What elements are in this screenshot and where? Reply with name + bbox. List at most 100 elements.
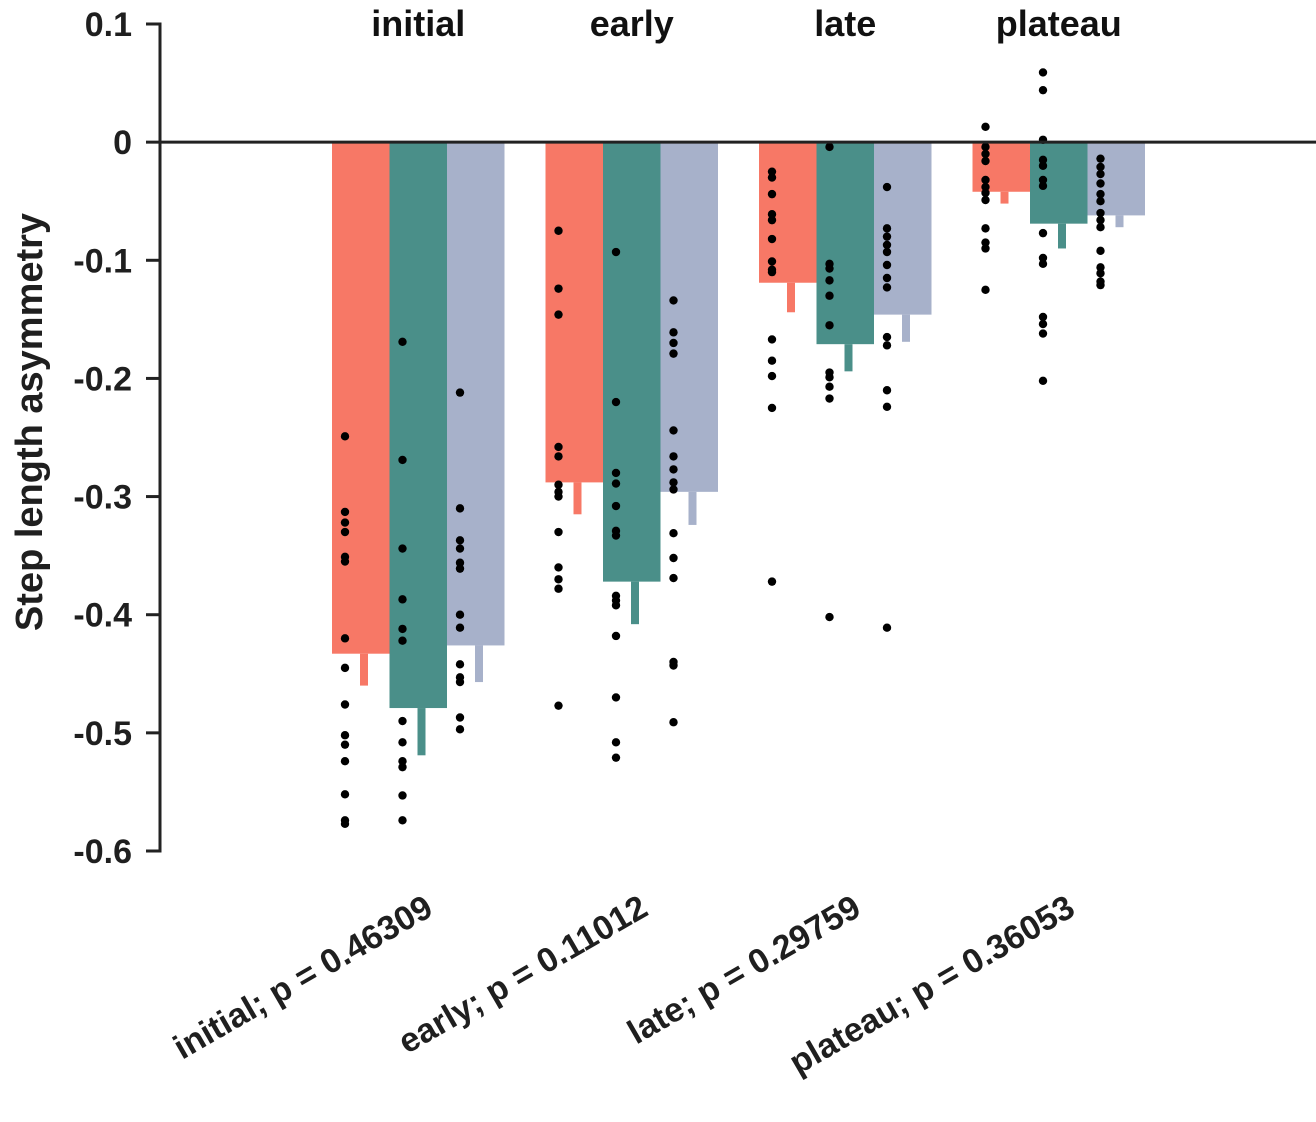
data-point xyxy=(882,332,892,342)
data-point xyxy=(1038,312,1048,322)
data-point xyxy=(1096,263,1105,272)
bar-teal xyxy=(389,142,447,709)
y-tick-label: -0.1 xyxy=(73,242,132,280)
y-tick-label: -0.3 xyxy=(73,479,132,517)
data-point xyxy=(1038,68,1048,77)
data-point xyxy=(1096,189,1105,199)
data-point xyxy=(554,701,563,710)
data-point xyxy=(767,167,777,176)
y-axis-label: Step length asymmetry xyxy=(9,213,51,631)
data-point xyxy=(611,501,621,511)
data-point xyxy=(455,504,465,513)
group-title: initial xyxy=(371,3,465,44)
data-point xyxy=(554,584,563,593)
data-point xyxy=(981,149,990,159)
data-point xyxy=(767,257,777,266)
data-point xyxy=(981,175,990,185)
data-point xyxy=(981,122,990,131)
data-point xyxy=(825,373,834,382)
data-point xyxy=(1038,85,1048,95)
data-point xyxy=(554,284,563,293)
data-point xyxy=(767,215,777,225)
data-point xyxy=(554,452,563,461)
data-point xyxy=(1096,169,1105,179)
bar-red xyxy=(545,142,603,483)
data-point xyxy=(554,575,563,584)
data-point xyxy=(611,468,621,478)
data-point xyxy=(611,693,621,702)
error-bar-teal xyxy=(1058,223,1066,249)
data-point xyxy=(398,337,407,347)
group-title: late xyxy=(814,3,876,44)
y-tick-label: 0.1 xyxy=(85,6,132,44)
data-point xyxy=(825,612,834,622)
y-tick-label: -0.2 xyxy=(73,360,132,398)
data-point xyxy=(767,577,777,586)
data-point xyxy=(1038,175,1048,185)
data-point xyxy=(882,273,892,283)
error-bars-layer xyxy=(360,191,1124,756)
data-point xyxy=(340,740,350,749)
data-point xyxy=(455,544,465,553)
bar-gray xyxy=(447,142,505,646)
data-point xyxy=(455,536,465,545)
data-point xyxy=(554,480,563,489)
data-point xyxy=(398,762,407,772)
data-point xyxy=(669,528,678,538)
data-point xyxy=(767,335,777,344)
data-point xyxy=(981,238,990,247)
data-point xyxy=(767,267,777,277)
error-bar-red xyxy=(1000,191,1009,204)
bar-teal xyxy=(603,142,661,582)
data-point xyxy=(340,432,350,441)
data-point xyxy=(882,283,892,292)
data-point xyxy=(825,264,834,273)
data-point xyxy=(669,328,678,337)
group-title: plateau xyxy=(996,3,1122,44)
data-point xyxy=(455,677,465,687)
data-point xyxy=(882,224,892,233)
bars-layer xyxy=(332,142,1145,709)
data-point xyxy=(882,386,892,395)
bar-gray xyxy=(660,142,718,492)
data-point xyxy=(825,394,834,403)
data-point xyxy=(1096,162,1105,172)
data-point xyxy=(340,518,350,527)
data-point xyxy=(767,173,777,182)
data-point xyxy=(669,661,678,670)
data-point xyxy=(767,189,777,199)
data-point xyxy=(981,244,990,253)
data-point xyxy=(554,442,563,452)
data-point xyxy=(455,388,465,397)
data-point xyxy=(1096,154,1105,163)
data-point xyxy=(981,285,990,295)
y-tick-label: 0 xyxy=(113,124,132,162)
data-point xyxy=(554,226,563,235)
error-bar-gray xyxy=(1115,215,1124,228)
data-point xyxy=(882,232,892,241)
data-point xyxy=(981,195,990,205)
error-bar-teal xyxy=(417,708,426,756)
data-point xyxy=(398,595,407,604)
data-point xyxy=(340,790,350,799)
data-point xyxy=(340,507,350,517)
data-point xyxy=(554,527,563,537)
data-point xyxy=(455,564,465,573)
data-point xyxy=(1038,319,1048,329)
data-point xyxy=(398,816,407,825)
data-point xyxy=(1038,155,1048,165)
data-point xyxy=(1038,181,1048,191)
data-point xyxy=(1096,179,1105,188)
data-point xyxy=(455,660,465,669)
data-point xyxy=(554,310,563,319)
data-point xyxy=(1096,269,1105,278)
group-titles-layer: initial early late plateau xyxy=(371,3,1122,44)
bar-red xyxy=(332,142,390,654)
data-point xyxy=(340,634,350,643)
data-point xyxy=(1096,215,1105,225)
data-point xyxy=(882,182,892,192)
data-point xyxy=(981,224,990,233)
data-point xyxy=(1096,223,1105,232)
